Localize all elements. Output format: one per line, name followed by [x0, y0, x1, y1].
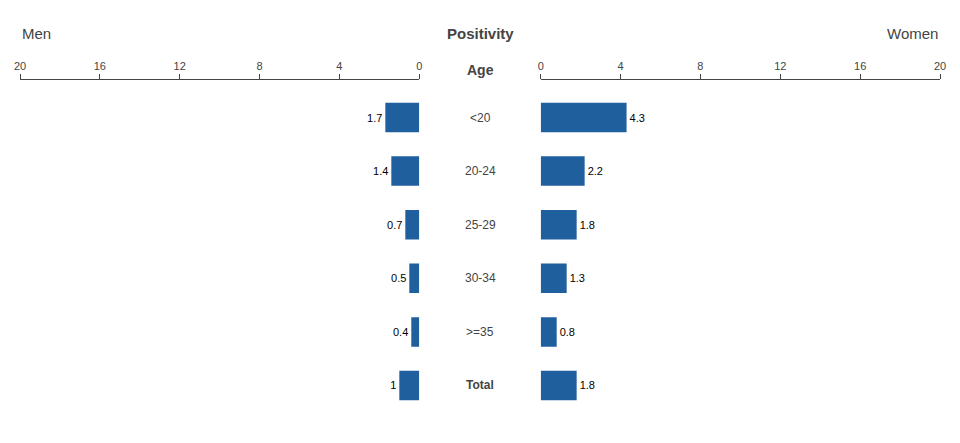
svg-text:0: 0 — [416, 60, 422, 72]
svg-text:Age: Age — [467, 62, 494, 78]
svg-text:30-34: 30-34 — [465, 271, 496, 285]
svg-text:1.3: 1.3 — [570, 272, 585, 284]
svg-text:1.7: 1.7 — [367, 112, 382, 124]
svg-text:16: 16 — [94, 60, 106, 72]
svg-text:16: 16 — [854, 60, 866, 72]
svg-text:4: 4 — [336, 60, 342, 72]
svg-text:2.2: 2.2 — [588, 165, 603, 177]
svg-text:20: 20 — [934, 60, 946, 72]
svg-text:20: 20 — [14, 60, 26, 72]
svg-text:4.3: 4.3 — [630, 112, 645, 124]
svg-text:20-24: 20-24 — [465, 164, 496, 178]
svg-text:8: 8 — [257, 60, 263, 72]
svg-text:1.8: 1.8 — [580, 379, 595, 391]
svg-text:Positivity: Positivity — [447, 25, 514, 42]
svg-text:Women: Women — [887, 25, 938, 42]
svg-text:0.8: 0.8 — [560, 326, 575, 338]
svg-text:12: 12 — [174, 60, 186, 72]
svg-text:0: 0 — [538, 60, 544, 72]
svg-text:25-29: 25-29 — [465, 218, 496, 232]
svg-text:8: 8 — [697, 60, 703, 72]
svg-text:1.4: 1.4 — [373, 165, 388, 177]
svg-text:0.4: 0.4 — [393, 326, 408, 338]
svg-text:1.8: 1.8 — [580, 219, 595, 231]
svg-text:0.7: 0.7 — [387, 219, 402, 231]
svg-text:<20: <20 — [470, 111, 491, 125]
svg-text:>=35: >=35 — [466, 325, 494, 339]
svg-text:4: 4 — [618, 60, 624, 72]
svg-text:0.5: 0.5 — [391, 272, 406, 284]
svg-text:Men: Men — [22, 25, 51, 42]
svg-text:1: 1 — [390, 379, 396, 391]
svg-text:12: 12 — [774, 60, 786, 72]
svg-text:Total: Total — [466, 378, 494, 392]
